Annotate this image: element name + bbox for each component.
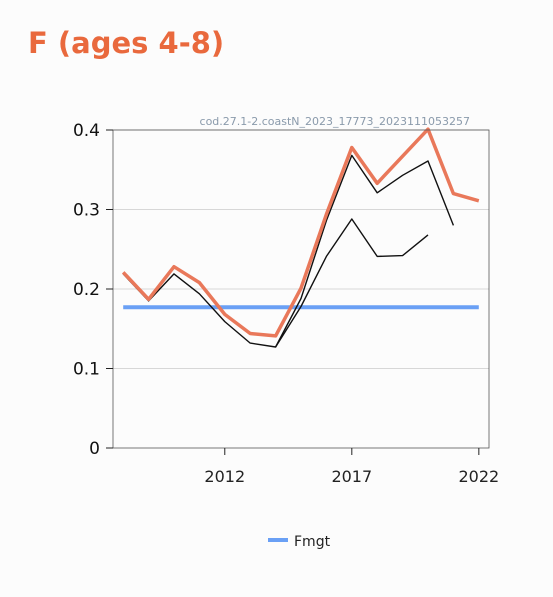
- series-line-other-2: [122, 154, 455, 348]
- legend-label-fmgt: Fmgt: [294, 534, 331, 550]
- x-tick-label: 2022: [458, 467, 499, 486]
- chart-title: F (ages 4-8): [28, 26, 225, 60]
- y-tick-label: 0.4: [73, 121, 100, 141]
- axes: 0 0.1 0.2 0.3 0.4 2012 2017 2022: [73, 121, 499, 486]
- y-tick-label: 0: [89, 439, 100, 459]
- chart-caption: cod.27.1-2.coastN_2023_17773_20231110532…: [200, 115, 470, 128]
- y-tick-label: 0.2: [73, 280, 100, 300]
- x-tick-label: 2012: [204, 467, 245, 486]
- y-tick-label: 0.1: [73, 360, 100, 380]
- y-tick-label: 0.3: [73, 201, 100, 221]
- legend: Fmgt: [268, 534, 331, 550]
- series-line-highlight-1: [121, 127, 480, 338]
- series-layer: [121, 127, 480, 348]
- gridlines: [113, 129, 489, 369]
- x-tick-label: 2017: [331, 467, 372, 486]
- series-line-other-3: [275, 218, 429, 348]
